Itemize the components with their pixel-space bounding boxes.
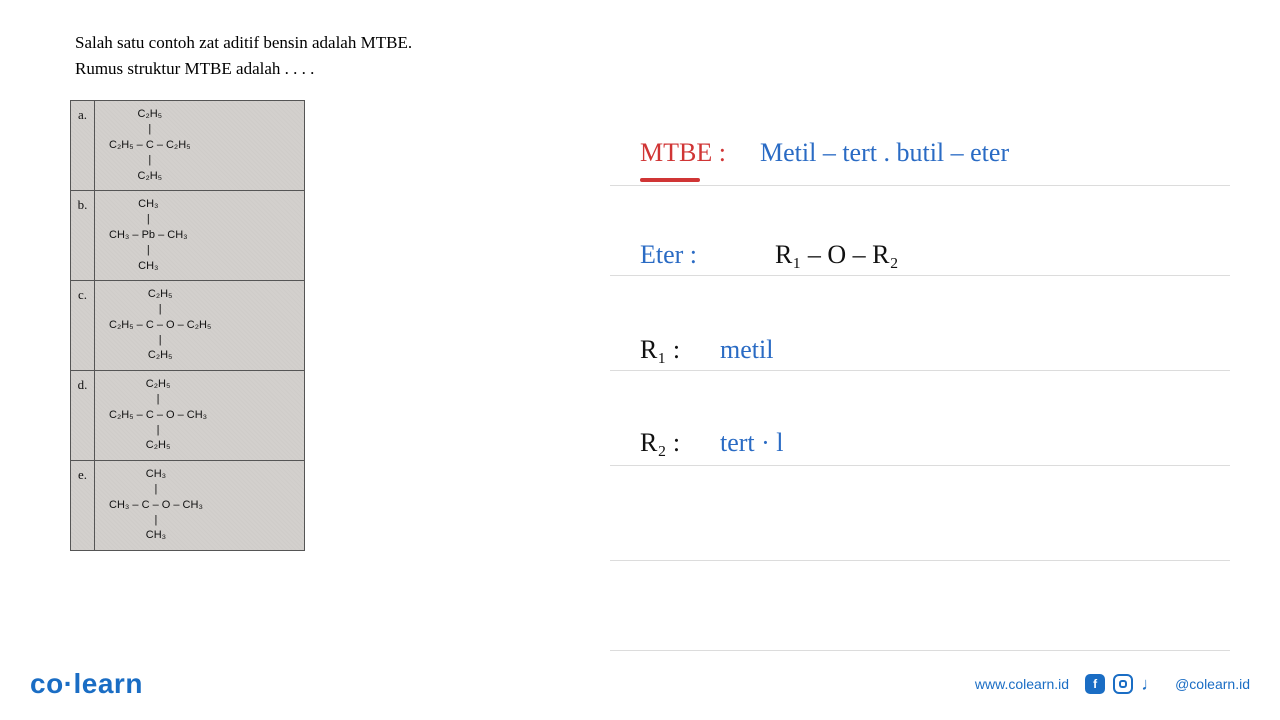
ruled-line bbox=[610, 560, 1230, 561]
option-row: c. C₂H₅ | C₂H₅ – C – O – C₂H₅ | C₂H₅ bbox=[71, 280, 305, 370]
hw-mtbe-text: Metil – tert . butil – eter bbox=[760, 138, 1009, 168]
footer-url: www.colearn.id bbox=[975, 676, 1069, 692]
options-table: a. C₂H₅ | C₂H₅ – C – C₂H₅ | C₂H₅ b. CH₃ … bbox=[70, 100, 305, 551]
ruled-line bbox=[610, 650, 1230, 651]
option-formula-b: CH₃ | CH₃ – Pb – CH₃ | CH₃ bbox=[95, 190, 305, 280]
ruled-line bbox=[610, 370, 1230, 371]
option-row: b. CH₃ | CH₃ – Pb – CH₃ | CH₃ bbox=[71, 190, 305, 280]
footer: co·learn www.colearn.id f ♩ @colearn.id bbox=[30, 668, 1250, 700]
hw-r1-label: R₁ : bbox=[640, 335, 680, 365]
ruled-line bbox=[610, 465, 1230, 466]
hw-r2-label: R₂ : bbox=[640, 428, 680, 458]
footer-right: www.colearn.id f ♩ @colearn.id bbox=[975, 674, 1250, 695]
hw-eter-label: Eter : bbox=[640, 240, 697, 270]
social-icons: f ♩ bbox=[1085, 674, 1159, 695]
option-formula-c: C₂H₅ | C₂H₅ – C – O – C₂H₅ | C₂H₅ bbox=[95, 280, 305, 370]
option-row: d. C₂H₅ | C₂H₅ – C – O – CH₃ | C₂H₅ bbox=[71, 370, 305, 460]
hw-mtbe-label: MTBE : bbox=[640, 138, 726, 168]
handwriting-area: MTBE : Metil – tert . butil – eter Eter … bbox=[610, 120, 1230, 650]
ruled-line bbox=[610, 275, 1230, 276]
brand-logo: co·learn bbox=[30, 668, 143, 700]
footer-handle: @colearn.id bbox=[1175, 676, 1250, 692]
question-line-2: Rumus struktur MTBE adalah . . . . bbox=[75, 56, 575, 82]
tiktok-icon: ♩ bbox=[1141, 674, 1159, 695]
option-row: e. CH₃ | CH₃ – C – O – CH₃ | CH₃ bbox=[71, 460, 305, 550]
option-label-a: a. bbox=[71, 101, 95, 191]
question-line-1: Salah satu contoh zat aditif bensin adal… bbox=[75, 30, 575, 56]
facebook-icon: f bbox=[1085, 674, 1105, 694]
option-label-b: b. bbox=[71, 190, 95, 280]
question-block: Salah satu contoh zat aditif bensin adal… bbox=[75, 30, 575, 81]
hw-r1-text: metil bbox=[720, 335, 773, 365]
hw-r2-text: tert · l bbox=[720, 428, 784, 458]
ruled-line bbox=[610, 185, 1230, 186]
option-label-d: d. bbox=[71, 370, 95, 460]
option-label-e: e. bbox=[71, 460, 95, 550]
hw-eter-text: R₁ – O – R₂ bbox=[775, 240, 899, 270]
option-formula-e: CH₃ | CH₃ – C – O – CH₃ | CH₃ bbox=[95, 460, 305, 550]
option-formula-d: C₂H₅ | C₂H₅ – C – O – CH₃ | C₂H₅ bbox=[95, 370, 305, 460]
option-formula-a: C₂H₅ | C₂H₅ – C – C₂H₅ | C₂H₅ bbox=[95, 101, 305, 191]
instagram-icon bbox=[1113, 674, 1133, 694]
option-label-c: c. bbox=[71, 280, 95, 370]
option-row: a. C₂H₅ | C₂H₅ – C – C₂H₅ | C₂H₅ bbox=[71, 101, 305, 191]
hw-underline bbox=[640, 178, 700, 182]
